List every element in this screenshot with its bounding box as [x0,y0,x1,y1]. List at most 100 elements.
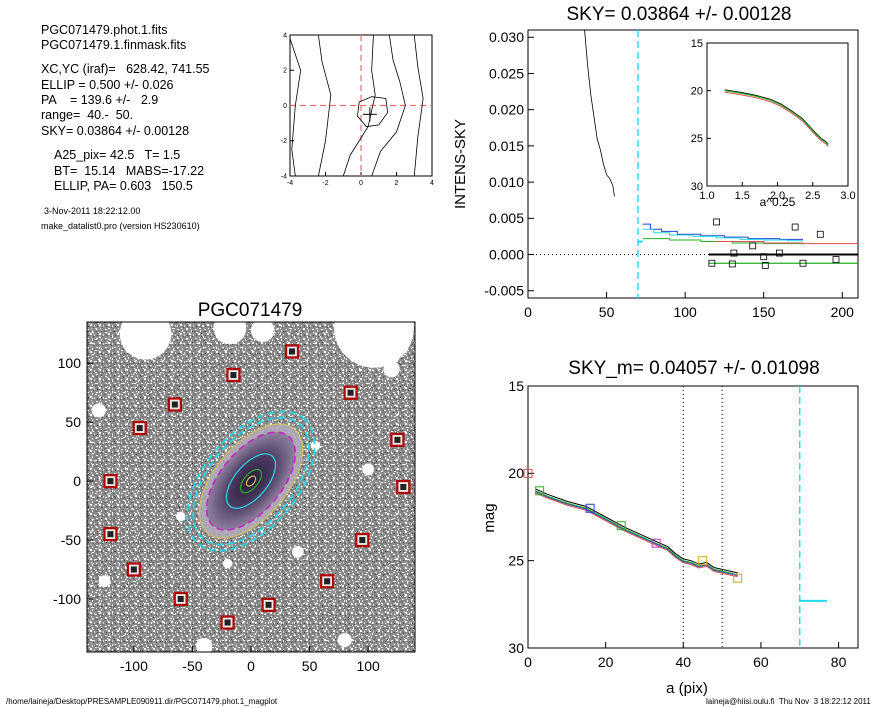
image-x-tick-label: 50 [302,658,318,674]
sky-y-tick-label: 0.025 [489,65,524,81]
program-name: make_datalist0.pro (version HS230610) [41,221,200,231]
mag-profile-plot: SKY_m= 0.04057 +/- 0.01098 mag a (pix) 0… [481,358,859,697]
date-stamp: 3-Nov-2011 18:22:12.00 [44,206,141,216]
inset-curve-red [724,91,829,147]
sky-y-tick-label: 0.005 [489,210,524,226]
center-coords: XC,YC (iraf)= 628.42, 741.55 [41,62,210,76]
mask-star [394,436,401,443]
masked-star-blob [362,463,374,476]
inset-x-tick-label: 1.5 [735,190,750,202]
mask-star [136,425,143,432]
mag-y-tick-label: 15 [508,378,524,394]
contour-x-tick-label: -2 [322,180,328,187]
sky-ylabel: INTENS-SKY [452,119,469,209]
mask-star [347,389,354,396]
masked-star-blob [251,322,275,342]
image-area [87,322,415,652]
position-angle: PA = 139.6 +/- 2.9 [41,93,159,107]
sky-square-marker [728,260,736,268]
inset-y-tick-label: 30 [691,181,703,193]
image-y-tick-label: -50 [61,532,81,548]
sky-frame [527,29,859,299]
a25-value: A25_pix= 42.5 T= 1.5 [54,148,181,162]
bt-mabs-value: BT= 15.14 MABS=-17.22 [54,164,205,178]
mask-star [224,619,231,626]
mag-marker [698,556,708,566]
inset-x-tick-label: 1.0 [699,190,714,202]
mask-star [107,531,114,538]
footer-path: /home/laineja/Desktop/PRESAMPLE090911.di… [6,697,278,706]
contour-x-tick-label: 4 [430,180,434,187]
sky-square-marker [799,259,807,267]
contour-x-tick-label: -4 [287,180,293,187]
sky-square-marker [713,218,720,226]
mask-star [289,348,295,355]
contour-x-tick-label: 2 [395,180,399,187]
profile-line [584,30,615,197]
mag-profile-line [535,492,738,578]
isophote-ellipse [198,423,304,539]
image-x-tick-label: 100 [356,658,380,674]
isophote-ellipse [205,431,297,531]
image-y-tick-label: -100 [53,591,81,607]
masked-star-blob [334,322,414,368]
mag-marker [733,573,743,583]
sky-y-tick-label: 0.020 [489,102,524,118]
contour-y-tick-label: 0 [283,103,287,110]
image-x-tick-label: -50 [182,658,202,674]
contour-line [289,38,302,177]
inset-curve-green [724,90,829,146]
mag-x-tick-label: 0 [524,654,532,670]
sky-square-marker [761,262,769,269]
masked-star-blob [213,322,247,345]
sky-y-tick-label: 0.015 [489,138,524,154]
masked-star-blob [176,511,186,522]
masked-star-blob [222,558,233,569]
sky-x-tick-label: 100 [673,304,697,320]
contour-line [318,34,332,177]
isophote-ellipse [239,468,263,494]
mask-star [230,372,237,379]
steps-red [716,241,858,245]
sky-plot-area [528,30,858,298]
contour-line [371,34,406,177]
mag-marker [651,538,661,548]
steps-blue [642,223,803,240]
mag-frame [527,385,859,649]
sky-x-tick-label: 0 [524,304,532,320]
masked-star-blob [98,575,111,588]
mag-x-tick-label: 80 [831,654,847,670]
sky-square-marker [730,249,738,257]
mask-star [265,601,272,608]
contour-x-tick-label: 0 [359,180,363,187]
inset-frame [706,42,849,187]
isophote-ellipse [186,410,316,552]
masked-star-blob [195,637,213,652]
masked-star-blob [383,360,400,378]
inset-x-tick-label: 2.5 [805,190,820,202]
ellip-pa-value: ELLIP, PA= 0.603 150.5 [54,179,193,193]
mag-marker [616,521,626,531]
mag-x-tick-label: 40 [676,654,692,670]
sky-square-marker [816,230,824,238]
sky-x-tick-label: 200 [831,304,855,320]
contour-y-tick-label: 2 [283,68,287,75]
sky-title: SKY= 0.03864 +/- 0.00128 [566,4,791,25]
mag-y-tick-label: 25 [508,553,524,569]
center-contour-plot: -4 -2 0 2 4 -4 -2 0 2 4 [281,32,434,187]
sky-square-marker [760,253,768,261]
sky-square-marker [708,259,716,267]
mask-star [400,484,407,490]
mask-file-name: PGC071479.1.finmask.fits [41,38,187,52]
sky-square-marker [832,256,840,264]
file-name: PGC071479.phot.1.fits [41,23,168,37]
mag-marker [585,503,595,513]
mag-profile-line [535,490,738,576]
mag-profile-line [535,491,738,577]
mag-xlabel: a (pix) [666,680,708,697]
mag-y-tick-label: 30 [508,640,524,656]
inset-y-tick-label: 25 [691,133,703,145]
contour-core-loop [357,96,389,128]
image-x-tick-label: 0 [247,658,255,674]
